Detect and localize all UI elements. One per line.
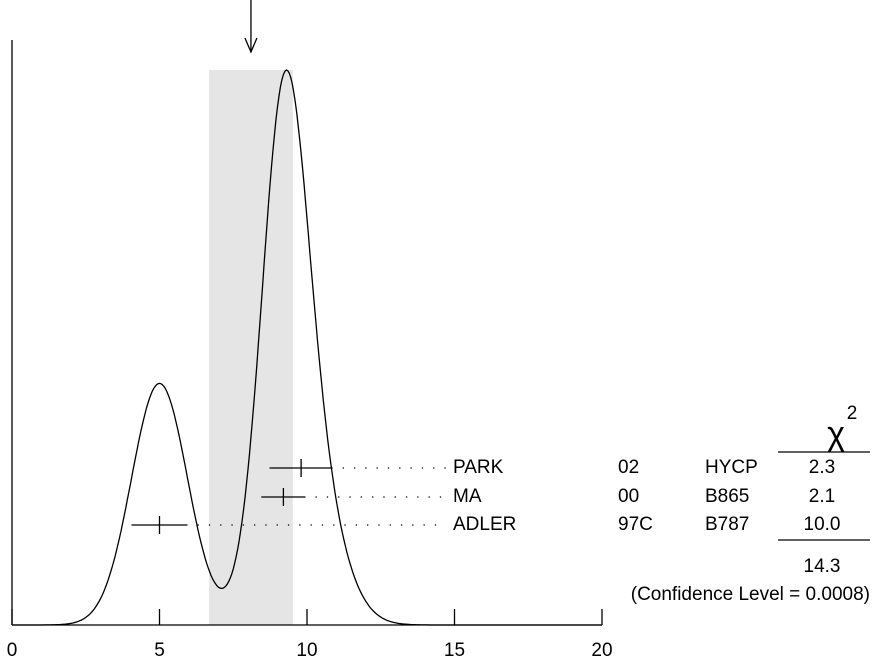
measurement-method: B787	[705, 514, 749, 535]
x-tick-label: 5	[154, 640, 165, 661]
measurement-method: B865	[705, 486, 749, 507]
x-tick-label: 0	[7, 640, 18, 661]
measurement-name: PARK	[453, 457, 504, 478]
x-tick-label: 20	[591, 640, 612, 661]
ideogram-curve	[12, 69, 602, 626]
x-tick-label: 10	[296, 640, 317, 661]
x-tick-label: 15	[444, 640, 465, 661]
mean-arrow-head	[244, 37, 258, 54]
measurement-chi2: 2.1	[809, 486, 835, 507]
measurement-year: 00	[618, 486, 639, 507]
chi2-power: 2	[847, 403, 858, 424]
measurement-name: MA	[453, 486, 482, 507]
measurement-name: ADLER	[453, 514, 516, 535]
chi2-total: 14.3	[804, 556, 841, 577]
measurement-chi2: 10.0	[804, 514, 841, 535]
measurement-method: HYCP	[705, 457, 758, 478]
measurement-year: 02	[618, 457, 639, 478]
mean-band	[209, 70, 293, 625]
measurement-chi2: 2.3	[809, 457, 835, 478]
confidence-level: (Confidence Level = 0.0008)	[631, 584, 870, 605]
chi2-symbol: χ	[827, 415, 845, 453]
measurement-year: 97C	[618, 514, 653, 535]
